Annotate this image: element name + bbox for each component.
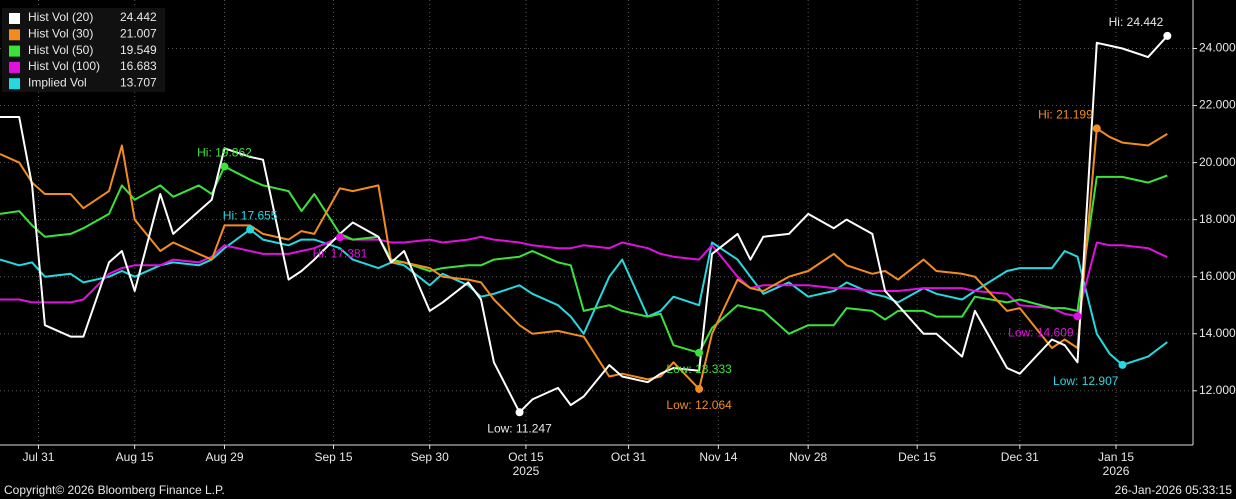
legend-value: 16.683 [120,59,157,73]
x-tick-label: Jan 15 [1098,450,1134,464]
x-tick-label: Sep 30 [411,450,449,464]
annotation-label: Hi: 19.862 [197,146,252,160]
x-tick-label: Dec 31 [1001,450,1039,464]
legend-swatch [9,61,20,73]
y-tick-label: 16.000 [1199,269,1236,283]
annotation-label: Low: 12.907 [1053,374,1119,388]
annotation-marker [1118,360,1127,369]
series-line [0,228,1168,366]
x-tick-label: Nov 14 [699,450,737,464]
annotation-marker [1092,124,1101,133]
annotation-marker [220,162,229,171]
y-tick-label: 24.000 [1199,41,1236,55]
annotation-label: Low: 14.609 [1008,326,1074,340]
y-tick-label: 14.000 [1199,326,1236,340]
annotations: Hi: 17.655 Low: 12.907 Hi: 17.381 Low: 14.6… [197,15,1172,435]
annotation-label: Hi: 17.381 [313,246,368,260]
legend-value: 19.549 [120,43,157,57]
axis-labels: 12.000 14.000 16.000 18.000 20.000 22.000 24.0… [22,41,1236,479]
series-line [0,165,1168,354]
grid [0,0,1193,445]
y-tick-label: 22.000 [1199,98,1236,112]
legend: Hist Vol (20) 24.442 Hist Vol (30) 21.007 Hi… [2,8,165,92]
legend-label: Hist Vol (100) [28,59,100,73]
legend-label: Hist Vol (20) [28,10,93,24]
x-tick-label: Dec 15 [898,450,936,464]
annotation-marker [246,225,255,234]
series-line [0,235,1168,318]
legend-swatch [9,45,20,57]
year-label: 2026 [1103,464,1130,478]
annotation-label: Low: 12.064 [666,398,732,412]
x-tick-label: Sep 15 [315,450,353,464]
footer-left: Copyright© 2026 Bloomberg Finance L.P. [4,483,225,497]
x-tick-label: Oct 15 [508,450,544,464]
legend-value: 13.707 [120,75,157,89]
legend-swatch [9,29,20,41]
year-label: 2025 [513,464,540,478]
lines [0,35,1169,414]
annotation-marker [695,384,704,393]
y-tick-label: 20.000 [1199,155,1236,169]
y-tick-label: 18.000 [1199,212,1236,226]
annotation-marker [695,348,704,357]
footer-right: 26-Jan-2026 05:33:15 [1115,483,1233,497]
annotation-label: Hi: 24.442 [1109,15,1164,29]
x-tick-label: Aug 29 [205,450,243,464]
y-tick-label: 12.000 [1199,383,1236,397]
legend-box [2,8,165,92]
x-tick-label: Jul 31 [22,450,54,464]
x-tick-label: Oct 31 [611,450,647,464]
legend-label: Hist Vol (50) [28,43,93,57]
annotation-label: Hi: 21.199 [1038,108,1093,122]
legend-value: 24.442 [120,10,157,24]
x-tick-label: Aug 15 [116,450,154,464]
legend-swatch [9,78,20,90]
legend-value: 21.007 [120,26,157,40]
x-tick-label: Nov 28 [789,450,827,464]
annotation-marker [1073,312,1082,321]
legend-label: Hist Vol (30) [28,26,93,40]
annotation-label: Hi: 17.655 [223,209,278,223]
series-line [0,127,1168,390]
annotation-marker [515,408,524,417]
series-line [0,35,1169,414]
legend-label: Implied Vol [28,75,87,89]
annotation-marker [1163,31,1172,40]
annotation-marker [335,233,344,242]
annotation-label: Low: 13.333 [666,362,732,376]
annotation-label: Low: 11.247 [487,421,552,435]
legend-swatch [9,13,20,24]
